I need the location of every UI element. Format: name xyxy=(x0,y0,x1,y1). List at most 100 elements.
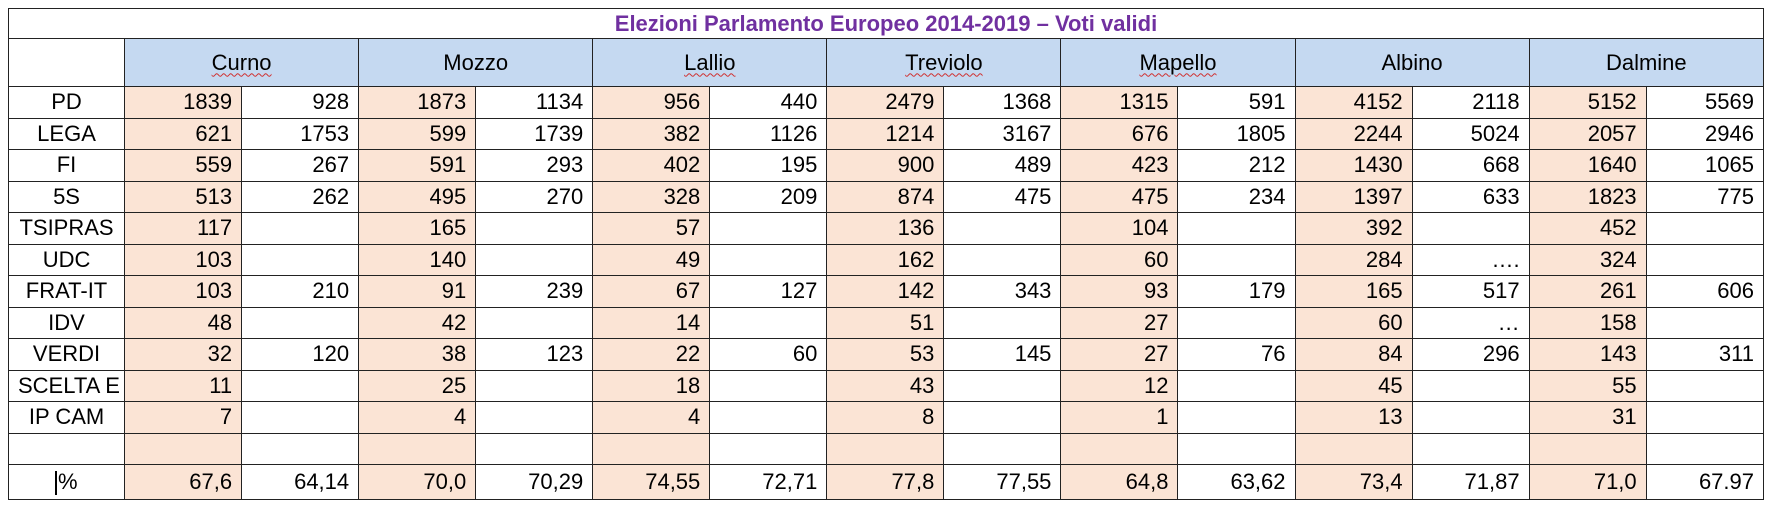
votes-2019-cell[interactable] xyxy=(475,369,594,402)
blank-cell[interactable] xyxy=(943,432,1062,465)
blank-cell[interactable] xyxy=(241,432,360,465)
votes-2014-cell[interactable]: 1839 xyxy=(124,86,243,119)
votes-2014-cell[interactable]: 5152 xyxy=(1528,86,1647,119)
votes-2014-cell[interactable]: 621 xyxy=(124,117,243,150)
votes-2019-cell[interactable] xyxy=(1645,243,1765,276)
votes-2014-cell[interactable]: 495 xyxy=(358,180,477,213)
votes-2014-cell[interactable]: 27 xyxy=(1060,338,1179,371)
town-header[interactable]: Mapello xyxy=(1060,38,1296,87)
party-label[interactable]: IP CAM xyxy=(7,401,126,434)
votes-2019-cell[interactable] xyxy=(475,212,594,245)
votes-2019-cell[interactable] xyxy=(943,369,1062,402)
votes-2014-cell[interactable]: 140 xyxy=(358,243,477,276)
town-header[interactable]: Lallio xyxy=(592,38,828,87)
votes-2019-cell[interactable]: 145 xyxy=(943,338,1062,371)
votes-2019-cell[interactable] xyxy=(475,401,594,434)
votes-2014-cell[interactable]: 1873 xyxy=(358,86,477,119)
blank-cell[interactable] xyxy=(1411,432,1530,465)
votes-2019-cell[interactable] xyxy=(241,369,360,402)
town-header[interactable]: Albino xyxy=(1294,38,1530,87)
percent-2019-cell[interactable]: 71,87 xyxy=(1411,464,1530,500)
blank-cell[interactable] xyxy=(592,432,711,465)
percent-2019-cell[interactable]: 67.97 xyxy=(1645,464,1765,500)
votes-2019-cell[interactable]: 1368 xyxy=(943,86,1062,119)
votes-2014-cell[interactable]: 117 xyxy=(124,212,243,245)
votes-2014-cell[interactable]: 165 xyxy=(358,212,477,245)
votes-2014-cell[interactable]: 136 xyxy=(826,212,945,245)
votes-2019-cell[interactable] xyxy=(943,401,1062,434)
votes-2014-cell[interactable]: 51 xyxy=(826,306,945,339)
votes-2019-cell[interactable]: 76 xyxy=(1177,338,1296,371)
blank-cell[interactable] xyxy=(475,432,594,465)
corner-cell[interactable] xyxy=(7,38,126,87)
votes-2019-cell[interactable]: 928 xyxy=(241,86,360,119)
votes-2019-cell[interactable] xyxy=(1177,306,1296,339)
votes-2014-cell[interactable]: 49 xyxy=(592,243,711,276)
votes-2019-cell[interactable]: 1739 xyxy=(475,117,594,150)
votes-2019-cell[interactable]: 440 xyxy=(709,86,828,119)
votes-2019-cell[interactable]: 127 xyxy=(709,275,828,308)
percent-2014-cell[interactable]: 71,0 xyxy=(1528,464,1647,500)
percent-2014-cell[interactable]: 77,8 xyxy=(826,464,945,500)
votes-2019-cell[interactable] xyxy=(1177,243,1296,276)
votes-2019-cell[interactable]: 270 xyxy=(475,180,594,213)
votes-2014-cell[interactable]: 42 xyxy=(358,306,477,339)
percent-2019-cell[interactable]: 64,14 xyxy=(241,464,360,500)
votes-2014-cell[interactable]: 2479 xyxy=(826,86,945,119)
votes-2019-cell[interactable] xyxy=(1645,212,1765,245)
votes-2014-cell[interactable]: 12 xyxy=(1060,369,1179,402)
votes-2014-cell[interactable]: 1640 xyxy=(1528,149,1647,182)
votes-2014-cell[interactable]: 60 xyxy=(1294,306,1413,339)
votes-2014-cell[interactable]: 1214 xyxy=(826,117,945,150)
votes-2019-cell[interactable]: 775 xyxy=(1645,180,1765,213)
votes-2019-cell[interactable] xyxy=(943,306,1062,339)
votes-2014-cell[interactable]: 22 xyxy=(592,338,711,371)
votes-2019-cell[interactable]: 489 xyxy=(943,149,1062,182)
votes-2019-cell[interactable]: 293 xyxy=(475,149,594,182)
votes-2014-cell[interactable]: 53 xyxy=(826,338,945,371)
party-label[interactable]: FRAT-IT xyxy=(7,275,126,308)
votes-2019-cell[interactable] xyxy=(1645,401,1765,434)
votes-2019-cell[interactable] xyxy=(943,212,1062,245)
votes-2014-cell[interactable]: 8 xyxy=(826,401,945,434)
votes-2019-cell[interactable] xyxy=(1411,369,1530,402)
votes-2019-cell[interactable]: 606 xyxy=(1645,275,1765,308)
party-label[interactable]: 5S xyxy=(7,180,126,213)
votes-2014-cell[interactable]: 392 xyxy=(1294,212,1413,245)
votes-2014-cell[interactable]: 382 xyxy=(592,117,711,150)
votes-2019-cell[interactable] xyxy=(1177,369,1296,402)
percent-2019-cell[interactable]: 77,55 xyxy=(943,464,1062,500)
votes-2019-cell[interactable] xyxy=(709,401,828,434)
votes-2014-cell[interactable]: 4152 xyxy=(1294,86,1413,119)
votes-2019-cell[interactable] xyxy=(241,306,360,339)
votes-2019-cell[interactable]: 1065 xyxy=(1645,149,1765,182)
votes-2014-cell[interactable]: 4 xyxy=(358,401,477,434)
town-header[interactable]: Curno xyxy=(124,38,360,87)
votes-2014-cell[interactable]: 84 xyxy=(1294,338,1413,371)
votes-2019-cell[interactable] xyxy=(475,243,594,276)
votes-2019-cell[interactable] xyxy=(943,243,1062,276)
table-title[interactable]: Elezioni Parlamento Europeo 2014-2019 – … xyxy=(8,8,1764,39)
votes-2019-cell[interactable]: 60 xyxy=(709,338,828,371)
votes-2014-cell[interactable]: 93 xyxy=(1060,275,1179,308)
votes-2019-cell[interactable] xyxy=(709,212,828,245)
votes-2014-cell[interactable]: 1315 xyxy=(1060,86,1179,119)
votes-2019-cell[interactable] xyxy=(1645,306,1765,339)
blank-cell[interactable] xyxy=(358,432,477,465)
percent-2014-cell[interactable]: 73,4 xyxy=(1294,464,1413,500)
votes-2019-cell[interactable]: 209 xyxy=(709,180,828,213)
votes-2014-cell[interactable]: 38 xyxy=(358,338,477,371)
votes-2019-cell[interactable] xyxy=(241,243,360,276)
percent-2014-cell[interactable]: 67,6 xyxy=(124,464,243,500)
votes-2014-cell[interactable]: 284 xyxy=(1294,243,1413,276)
votes-2014-cell[interactable]: 874 xyxy=(826,180,945,213)
blank-cell[interactable] xyxy=(1177,432,1296,465)
votes-2019-cell[interactable]: 591 xyxy=(1177,86,1296,119)
votes-2014-cell[interactable]: 165 xyxy=(1294,275,1413,308)
percent-2019-cell[interactable]: 70,29 xyxy=(475,464,594,500)
votes-2019-cell[interactable]: 343 xyxy=(943,275,1062,308)
votes-2014-cell[interactable]: 18 xyxy=(592,369,711,402)
party-label[interactable]: VERDI xyxy=(7,338,126,371)
votes-2014-cell[interactable]: 1823 xyxy=(1528,180,1647,213)
votes-2014-cell[interactable]: 475 xyxy=(1060,180,1179,213)
